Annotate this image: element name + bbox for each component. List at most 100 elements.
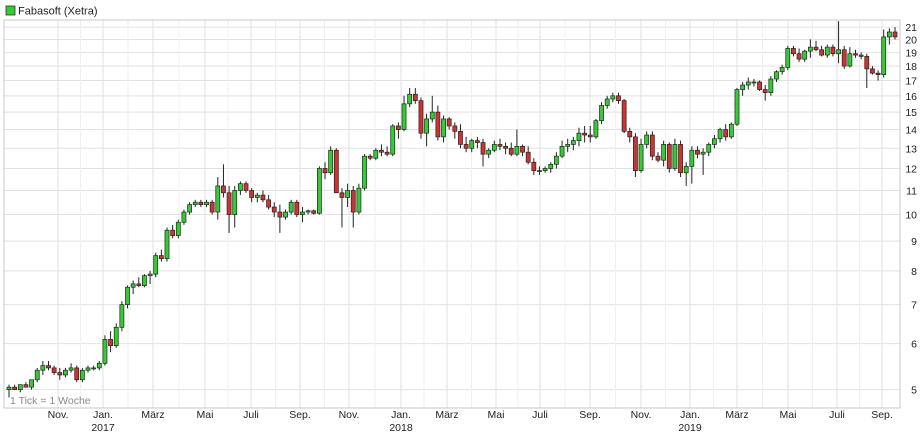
candle-body (565, 144, 571, 147)
candle (305, 209, 311, 215)
candle-body (396, 125, 401, 130)
candle (192, 199, 198, 208)
candle (531, 158, 537, 175)
candle-body (254, 194, 260, 198)
candle (277, 204, 283, 233)
candle (672, 138, 678, 171)
candle-body (102, 339, 108, 364)
candle-body (774, 71, 779, 80)
candle-body (740, 84, 746, 90)
candle-body (441, 118, 446, 138)
candle (666, 142, 672, 173)
candle (125, 285, 130, 309)
candle (367, 154, 373, 161)
y-tick-label: 10 (905, 210, 917, 222)
candle (85, 365, 91, 373)
candle (96, 361, 102, 371)
candle-body (300, 211, 305, 215)
candle (706, 142, 712, 157)
candle-body (164, 229, 170, 259)
candle-body (610, 95, 616, 100)
candle-body (695, 149, 700, 155)
candle (328, 146, 334, 175)
candle (170, 224, 176, 239)
candle-body (497, 144, 503, 147)
legend-swatch (5, 5, 16, 16)
x-tick-label: März (435, 409, 458, 421)
candle (91, 365, 97, 371)
candle-body (644, 134, 650, 145)
candle-body (317, 168, 322, 214)
candle-body (362, 155, 367, 189)
candle-series (6, 21, 898, 398)
candle-body (311, 210, 317, 214)
candle (819, 45, 825, 57)
candle-body (751, 81, 757, 84)
candle-body (390, 125, 396, 155)
candle (503, 142, 508, 155)
candle-body (531, 161, 537, 171)
y-tick-label: 8 (911, 266, 917, 278)
candle (593, 118, 599, 139)
candle-body (136, 283, 142, 286)
candle (237, 181, 243, 196)
candle-body (785, 48, 791, 68)
candle-body (198, 201, 204, 205)
candle-body (181, 211, 187, 223)
candle-body (350, 190, 356, 213)
candle-body (204, 201, 209, 205)
candle-body (791, 48, 796, 55)
candle-body (864, 56, 870, 70)
candle (559, 140, 565, 159)
candle (881, 29, 887, 78)
candle (762, 84, 768, 101)
candle (542, 166, 548, 173)
candle (475, 136, 480, 149)
candle-body (480, 142, 486, 155)
candle (520, 144, 525, 157)
candle (396, 122, 401, 139)
candle-body (728, 123, 734, 138)
candle (6, 384, 12, 398)
candle (548, 162, 554, 173)
candle-body (6, 386, 12, 391)
candle (774, 70, 779, 82)
candle (565, 138, 571, 153)
candle-body (232, 190, 238, 215)
candle-body (384, 151, 390, 155)
candle (508, 142, 514, 157)
candle-body (593, 120, 599, 138)
candle-body (689, 149, 695, 167)
candle-body (875, 72, 881, 75)
x-tick-label: März (141, 409, 164, 421)
candle (266, 195, 271, 210)
candle-body (576, 132, 582, 141)
candle-body (345, 190, 350, 198)
candle-body (819, 49, 825, 56)
candle (836, 21, 841, 64)
candle (491, 140, 497, 153)
candle (418, 97, 424, 139)
candle (661, 140, 667, 167)
candle-body (305, 210, 311, 213)
candle-body (130, 283, 136, 288)
candle-body (288, 201, 294, 213)
y-tick-label: 11 (906, 185, 917, 197)
candle-body (475, 140, 480, 143)
candle-body (796, 53, 802, 60)
candle-body (881, 36, 887, 75)
candle (322, 162, 328, 180)
candle (582, 125, 587, 143)
candle-body (237, 183, 243, 191)
candle (712, 135, 717, 149)
candle-body (12, 386, 18, 391)
candle (757, 80, 762, 92)
candle (373, 148, 379, 161)
candle-body (113, 326, 119, 347)
y-tick-label: 9 (911, 236, 917, 248)
candle-body (627, 131, 633, 138)
candle-body (333, 149, 339, 194)
candle-body (582, 132, 587, 136)
candle (452, 122, 458, 139)
